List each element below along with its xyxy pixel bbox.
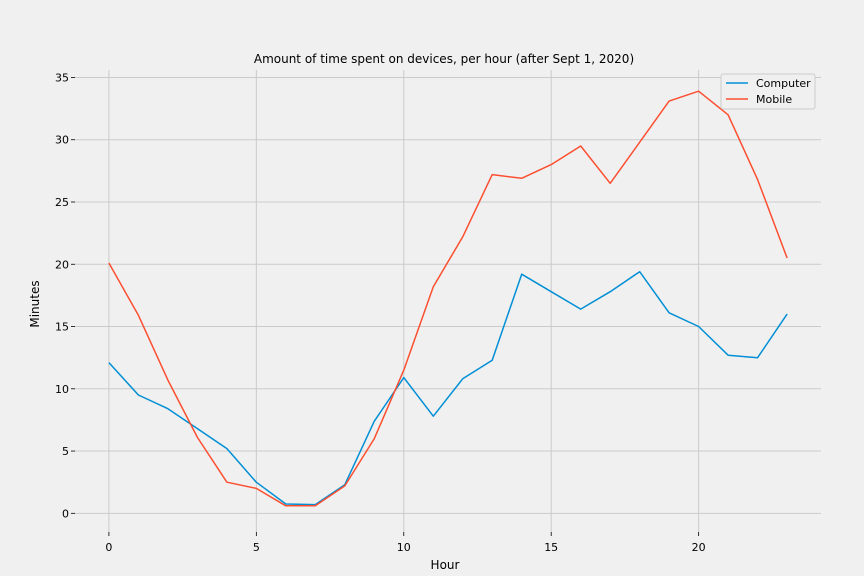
x-axis-label: Hour bbox=[431, 558, 460, 572]
y-tick-label: 20 bbox=[55, 258, 69, 271]
chart-title: Amount of time spent on devices, per hou… bbox=[254, 52, 634, 66]
axis-ticks: 0 5 10 15 20 0 5 10 15 20 25 30 35 bbox=[55, 71, 706, 554]
legend: Computer Mobile bbox=[720, 73, 816, 110]
y-tick-label: 5 bbox=[62, 445, 69, 458]
y-tick-label: 10 bbox=[55, 383, 69, 396]
y-tick-label: 35 bbox=[55, 71, 69, 84]
series-line-computer bbox=[108, 270, 788, 506]
x-tick-label: 0 bbox=[105, 541, 112, 554]
x-tick-label: 5 bbox=[253, 541, 260, 554]
y-axis-label: Minutes bbox=[28, 280, 42, 327]
series-lines bbox=[108, 90, 788, 507]
y-tick-label: 15 bbox=[55, 321, 69, 334]
series-line-mobile bbox=[108, 90, 788, 507]
grid bbox=[75, 70, 821, 532]
x-tick-label: 15 bbox=[544, 541, 558, 554]
x-tick-label: 10 bbox=[397, 541, 411, 554]
legend-label-mobile: Mobile bbox=[756, 93, 792, 106]
x-tick-label: 20 bbox=[692, 541, 706, 554]
legend-label-computer: Computer bbox=[756, 77, 811, 90]
y-tick-label: 0 bbox=[62, 507, 69, 520]
y-tick-label: 25 bbox=[55, 196, 69, 209]
y-tick-label: 30 bbox=[55, 134, 69, 147]
